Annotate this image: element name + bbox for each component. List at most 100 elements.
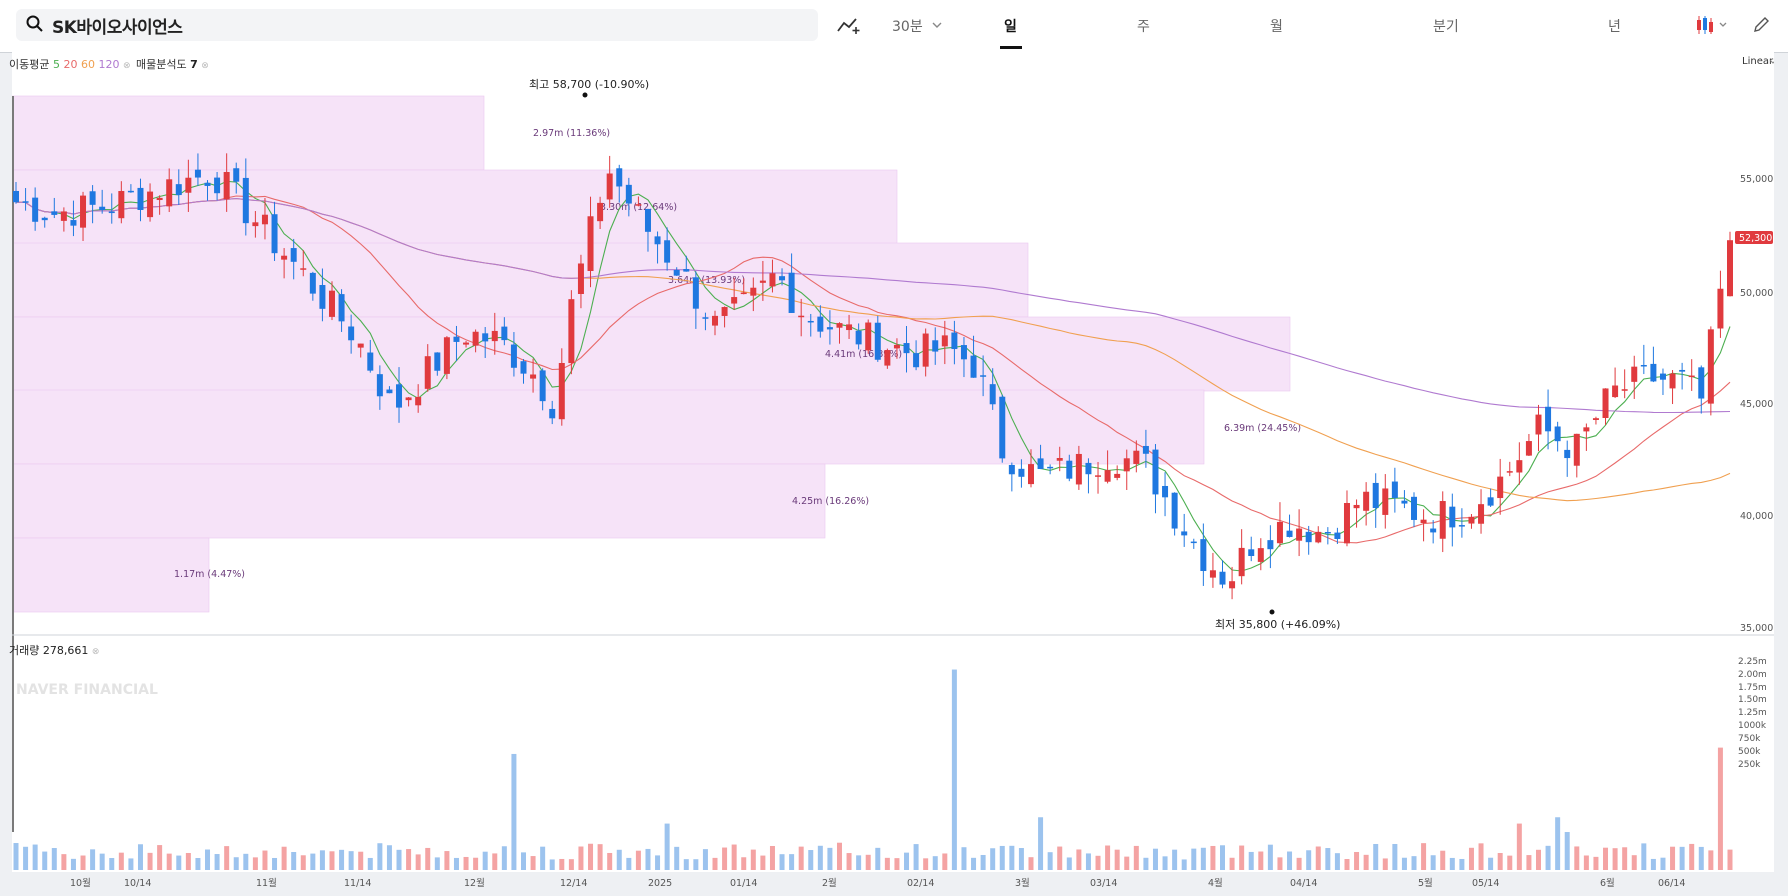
volume-bar	[923, 858, 929, 870]
volume-bar	[147, 852, 153, 870]
candle-body	[1209, 570, 1216, 578]
high-marker	[582, 92, 588, 98]
candle-body	[587, 216, 594, 271]
date-axis-bg	[12, 872, 1774, 892]
candle-body	[32, 197, 39, 222]
candle-body	[1334, 532, 1341, 539]
candle-body	[1114, 473, 1121, 478]
draw-pencil-icon[interactable]	[1752, 16, 1770, 34]
candle-body	[1449, 506, 1456, 528]
indicator-add-icon[interactable]	[836, 15, 862, 35]
candle-body	[185, 177, 192, 193]
volume-bar	[1038, 817, 1044, 870]
volume-bar	[511, 753, 517, 870]
volume-bar	[913, 844, 919, 870]
volume-bar	[884, 857, 890, 870]
volume-legend[interactable]: 거래량 278,661 ⊗	[9, 642, 99, 658]
candle-body	[712, 315, 719, 326]
candle-body	[1669, 373, 1676, 389]
chevron-down-icon[interactable]	[932, 21, 942, 29]
date-tick: 3월	[1015, 877, 1030, 889]
volume-profile-bar	[11, 537, 210, 613]
tab-quarter[interactable]: 분기	[1433, 19, 1459, 35]
candle-body	[692, 277, 699, 309]
scale-select[interactable]: Linear	[1742, 56, 1774, 67]
close-icon[interactable]: ⊗	[122, 61, 131, 71]
candle-body	[472, 331, 479, 346]
date-tick: 5월	[1418, 877, 1433, 889]
volume-bar	[674, 846, 680, 870]
volume-bar	[1612, 848, 1618, 870]
ma-legend[interactable]: 이동평균 5 20 60 120 ⊗	[9, 56, 131, 72]
tab-year[interactable]: 년	[1608, 19, 1621, 35]
candle-body	[1027, 464, 1034, 485]
candle-body	[1554, 426, 1561, 442]
stock-search-box[interactable]: SK바이오사이언스	[16, 9, 818, 41]
candle-body	[1679, 369, 1686, 372]
volume-bar	[856, 855, 862, 870]
volume-bar	[750, 849, 756, 870]
candle-body	[1257, 548, 1264, 562]
candle-body	[683, 268, 690, 272]
volume-profile-label: 매물분석도	[136, 58, 187, 71]
volume-tick: 1.25m	[1738, 708, 1767, 718]
volume-bar	[808, 850, 814, 870]
volume-bar	[1574, 846, 1580, 870]
ma20-label: 20	[63, 58, 78, 71]
candle-body	[1640, 364, 1647, 367]
volume-profile-bar	[11, 389, 1205, 465]
candle-body	[1688, 375, 1695, 378]
volume-bar	[329, 851, 335, 870]
date-tick: 4월	[1208, 877, 1223, 889]
candle-body	[1717, 288, 1724, 329]
candle-body	[443, 337, 450, 374]
volume-bar	[1717, 747, 1723, 870]
volume-bar	[1296, 857, 1302, 870]
volume-bar	[51, 848, 57, 870]
candle-body	[223, 171, 230, 200]
candle-body	[1468, 516, 1475, 524]
volume-bar	[1172, 849, 1178, 870]
volume-bar	[1516, 823, 1522, 870]
candle-body	[348, 326, 355, 341]
candle-body	[874, 322, 881, 360]
candle-body	[884, 350, 891, 366]
candle-body	[194, 169, 201, 178]
volume-bar	[205, 849, 211, 870]
volume-bar	[1277, 857, 1283, 870]
tab-week[interactable]: 주	[1137, 19, 1150, 35]
candle-body	[137, 187, 144, 211]
candle-body	[1535, 414, 1542, 435]
candle-body	[1698, 367, 1705, 399]
volume-tick: 1.50m	[1738, 695, 1767, 705]
volume-bar	[741, 857, 747, 870]
volume-bar	[1220, 845, 1226, 870]
top-toolbar: SK바이오사이언스 30분 일 주 월 분기 년	[0, 0, 1788, 53]
date-tick: 11/14	[344, 878, 371, 889]
close-icon[interactable]: ⊗	[201, 61, 209, 71]
candle-body	[51, 211, 58, 215]
volume-bar	[137, 844, 143, 870]
volume-profile-bar	[11, 316, 1291, 392]
volume-profile-legend[interactable]: 매물분석도 7 ⊗	[136, 56, 209, 72]
volume-bar	[1334, 853, 1340, 870]
candle-body	[271, 214, 278, 254]
candle-body	[118, 191, 125, 219]
volume-bar	[1583, 855, 1589, 870]
date-tick: 12/14	[560, 878, 587, 889]
chart-type-icon[interactable]	[1694, 14, 1730, 36]
volume-bar	[61, 854, 67, 870]
close-icon[interactable]: ⊗	[91, 647, 100, 657]
volume-bar	[233, 857, 239, 870]
price-volume-chart[interactable]: 2.97m (11.36%) 3.30m (12.64%) 3.64m (13.93…	[11, 52, 1777, 892]
tab-day[interactable]: 일	[1004, 19, 1017, 35]
candle-body	[1200, 539, 1207, 572]
candle-body	[980, 375, 987, 377]
tab-month[interactable]: 월	[1270, 19, 1283, 35]
candle-body	[1267, 540, 1274, 550]
volume-bar	[1564, 832, 1570, 870]
price-tick: 50,000	[1740, 288, 1773, 299]
candle-body	[606, 173, 613, 200]
interval-select[interactable]: 30분	[892, 19, 923, 35]
volume-bar	[635, 850, 641, 870]
